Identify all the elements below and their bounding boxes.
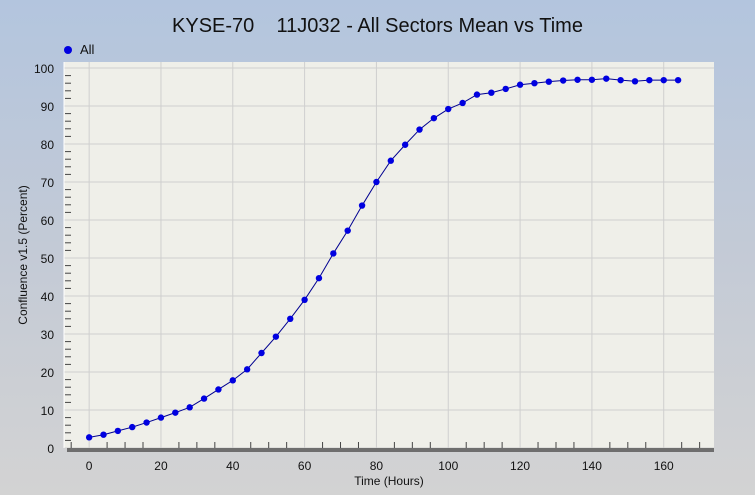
x-tick-label: 160	[654, 459, 674, 473]
y-tick-label: 90	[41, 100, 55, 114]
y-tick-label: 60	[41, 214, 55, 228]
data-point	[430, 114, 438, 122]
data-point	[401, 141, 409, 148]
y-tick-label: 10	[41, 404, 55, 418]
y-tick-label: 20	[41, 366, 55, 380]
data-point	[531, 80, 538, 87]
data-point	[200, 395, 208, 402]
data-point	[301, 296, 308, 303]
x-tick-label: 140	[582, 459, 602, 473]
legend-label: All	[80, 42, 95, 57]
data-point	[660, 76, 667, 84]
data-point	[315, 274, 323, 282]
data-point	[186, 404, 193, 411]
legend-marker-icon	[64, 45, 72, 54]
data-point	[631, 78, 639, 85]
x-tick-label: 100	[438, 459, 458, 473]
data-point	[646, 76, 653, 84]
data-point	[243, 366, 251, 373]
data-point	[157, 414, 165, 421]
data-point	[473, 91, 481, 98]
x-tick-label: 120	[510, 459, 530, 473]
data-point	[129, 423, 136, 431]
x-tick-label: 80	[370, 459, 384, 473]
x-tick-label: 0	[86, 459, 93, 473]
y-tick-label: 70	[41, 176, 55, 190]
data-point	[114, 427, 122, 435]
data-point	[617, 76, 624, 84]
data-point	[229, 377, 236, 384]
data-point	[588, 76, 596, 83]
y-tick-label: 100	[34, 62, 54, 76]
data-point	[330, 250, 337, 257]
y-tick-label: 50	[41, 252, 55, 266]
data-point	[272, 333, 280, 340]
data-point	[445, 105, 452, 113]
legend: All	[64, 42, 94, 57]
data-point	[574, 76, 581, 83]
data-point	[287, 315, 294, 322]
data-point	[100, 431, 107, 438]
data-point	[488, 89, 495, 96]
data-point	[559, 77, 567, 84]
data-point	[85, 434, 93, 441]
y-tick-label: 30	[41, 328, 55, 342]
data-point	[387, 157, 394, 164]
chart-title: KYSE-70 11J032 - All Sectors Mean vs Tim…	[172, 15, 583, 37]
data-point	[674, 76, 682, 84]
data-point	[344, 227, 351, 234]
y-tick-label: 0	[47, 442, 54, 456]
x-tick-label: 60	[298, 459, 312, 473]
data-point	[603, 75, 610, 82]
x-axis-bar	[67, 448, 714, 452]
y-tick-label: 80	[41, 138, 55, 152]
data-point	[215, 386, 222, 393]
data-point	[516, 81, 524, 88]
data-point	[143, 419, 150, 426]
data-point	[416, 126, 423, 133]
plot-area	[64, 62, 714, 448]
data-point	[373, 178, 380, 186]
x-tick-label: 20	[154, 459, 168, 473]
x-axis-label: Time (Hours)	[354, 474, 424, 488]
x-tick-label: 40	[226, 459, 240, 473]
data-point	[502, 85, 509, 93]
data-point	[258, 349, 265, 357]
y-axis-label: Confluence v1.5 (Percent)	[16, 185, 30, 324]
data-point	[172, 409, 179, 416]
data-point	[459, 99, 466, 107]
data-point	[358, 202, 366, 209]
y-tick-label: 40	[41, 290, 55, 304]
data-point	[545, 78, 553, 85]
